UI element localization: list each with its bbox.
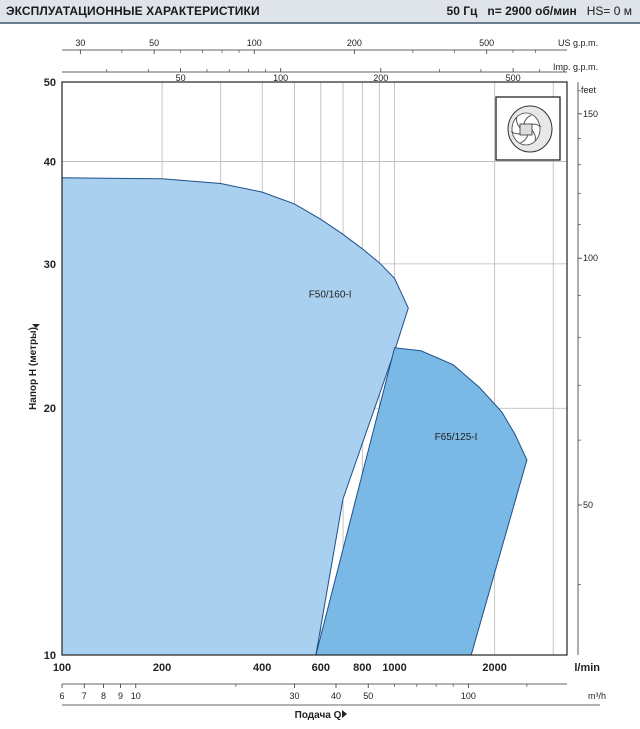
m3h-tick-label: 6 [59, 691, 64, 701]
feet-tick-label: 100 [583, 253, 598, 263]
x-tick-label: 600 [312, 662, 330, 674]
y-tick-label: 10 [44, 650, 56, 662]
imp-gpm-tick-label: 100 [273, 73, 288, 83]
feet-tick-label: 150 [583, 109, 598, 119]
x-tick-label: 200 [153, 662, 171, 674]
us-gpm-unit: US g.p.m. [558, 38, 598, 48]
m3h-tick-label: 100 [461, 691, 476, 701]
y-axis-arrow [32, 324, 40, 328]
y-tick-label: 50 [44, 77, 56, 89]
m3h-tick-label: 10 [131, 691, 141, 701]
us-gpm-tick-label: 100 [247, 38, 262, 48]
feet-tick-label: 50 [583, 500, 593, 510]
x-tick-label: 400 [253, 662, 271, 674]
x-unit-label: l/min [574, 662, 600, 674]
y-tick-label: 20 [44, 403, 56, 415]
us-gpm-tick-label: 200 [347, 38, 362, 48]
us-gpm-tick-label: 50 [149, 38, 159, 48]
header-bar: ЭКСПЛУАТАЦИОННЫЕ ХАРАКТЕРИСТИКИ 50 Гц n=… [0, 0, 640, 24]
frequency: 50 Гц [446, 4, 478, 18]
area-f50-160 [61, 177, 409, 656]
imp-gpm-tick-label: 500 [506, 73, 521, 83]
impeller-icon [495, 96, 561, 161]
m3h-tick-label: 9 [118, 691, 123, 701]
page-title: ЭКСПЛУАТАЦИОННЫЕ ХАРАКТЕРИСТИКИ [6, 4, 260, 18]
area-f65-125 [315, 347, 528, 656]
feet-unit: feet [581, 85, 597, 95]
x-tick-label: 100 [53, 662, 71, 674]
speed: n= 2900 об/мин [487, 4, 577, 18]
plot-frame [61, 81, 568, 656]
y-tick-label: 30 [44, 259, 56, 271]
series-label: F65/125-I [435, 432, 478, 443]
m3h-unit: m³/h [588, 691, 606, 701]
impeller-hub [519, 123, 533, 136]
operating-conditions: 50 Гц n= 2900 об/мин HS= 0 м [447, 4, 632, 18]
x-axis-title: Подача Q [295, 710, 342, 721]
imp-gpm-tick-label: 200 [373, 73, 388, 83]
m3h-tick-label: 8 [101, 691, 106, 701]
us-gpm-tick-label: 30 [75, 38, 85, 48]
x-tick-label: 1000 [382, 662, 406, 674]
imp-gpm-tick-label: 50 [176, 73, 186, 83]
x-tick-label: 2000 [482, 662, 506, 674]
m3h-tick-label: 7 [82, 691, 87, 701]
x-axis-arrow [342, 710, 347, 718]
curve-areas [61, 177, 528, 656]
secondary-axes: 30 50 100 200 500 US g.p.m. 50 100 200 500 Imp. g.… [59, 38, 606, 706]
x-tick-label: 800 [353, 662, 371, 674]
series-label: F50/160-I [309, 289, 352, 300]
us-gpm-tick-label: 500 [479, 38, 494, 48]
y-tick-label: 40 [44, 156, 56, 168]
imp-gpm-unit: Imp. g.p.m. [553, 62, 598, 72]
impeller-vane [523, 114, 532, 125]
m3h-tick-label: 50 [363, 691, 373, 701]
y-axis-title: Напор H (метры) [28, 327, 39, 410]
suction-height: HS= 0 м [586, 4, 632, 18]
axis-labels: F50/160-I F65/125-I 10 20 30 40 50 100 200 400 600… [28, 77, 600, 721]
m3h-tick-label: 30 [289, 691, 299, 701]
m3h-tick-label: 40 [331, 691, 341, 701]
